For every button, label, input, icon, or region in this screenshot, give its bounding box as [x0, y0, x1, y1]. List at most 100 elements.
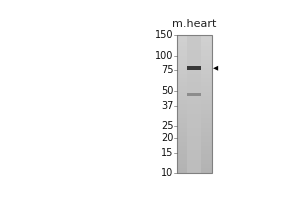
Text: 100: 100	[155, 51, 173, 61]
Bar	[177, 130, 212, 132]
Bar	[177, 168, 212, 169]
Bar	[177, 151, 212, 153]
Bar	[177, 53, 212, 54]
Text: 50: 50	[161, 86, 173, 96]
Text: 25: 25	[161, 121, 173, 131]
Bar	[177, 97, 212, 99]
Bar	[177, 78, 212, 79]
Bar	[177, 61, 212, 62]
Bar	[177, 64, 212, 65]
Bar	[177, 137, 212, 139]
Bar	[177, 76, 212, 78]
Bar	[177, 68, 212, 69]
Bar	[177, 111, 212, 112]
Bar	[177, 101, 212, 103]
Bar	[177, 150, 212, 151]
Bar	[177, 65, 212, 67]
Bar	[177, 170, 212, 172]
Bar	[177, 132, 212, 133]
Bar	[177, 119, 212, 121]
Bar	[177, 116, 212, 118]
Bar	[177, 121, 212, 122]
Bar	[177, 118, 212, 119]
Text: 10: 10	[161, 168, 173, 178]
Bar	[177, 146, 212, 147]
Bar	[177, 155, 212, 157]
Bar	[177, 158, 212, 160]
Bar	[177, 147, 212, 148]
Bar	[177, 93, 212, 94]
Bar	[177, 37, 212, 39]
Text: m.heart: m.heart	[172, 19, 217, 29]
Bar	[177, 46, 212, 47]
Bar	[177, 80, 212, 82]
Polygon shape	[213, 66, 218, 71]
Bar	[177, 164, 212, 165]
Bar	[188, 66, 201, 70]
Bar	[177, 58, 212, 60]
Bar	[177, 105, 212, 107]
Bar	[177, 148, 212, 150]
Bar	[177, 36, 212, 38]
Bar	[177, 129, 212, 130]
Bar	[177, 50, 212, 51]
Bar	[177, 114, 212, 115]
Bar	[177, 57, 212, 58]
Bar	[177, 42, 212, 43]
Bar	[177, 35, 212, 36]
Bar	[177, 43, 212, 44]
Bar	[177, 159, 212, 161]
Bar	[177, 60, 212, 61]
Bar	[177, 108, 212, 110]
Bar	[177, 91, 212, 93]
Bar	[177, 136, 212, 137]
Bar	[177, 103, 212, 104]
Bar	[177, 169, 212, 171]
Bar	[177, 152, 212, 154]
Bar	[177, 40, 212, 42]
Bar	[177, 125, 212, 126]
Bar	[177, 54, 212, 56]
Bar	[177, 48, 212, 50]
Bar	[177, 161, 212, 162]
Bar	[177, 104, 212, 105]
Text: 150: 150	[155, 30, 173, 40]
Bar	[177, 122, 212, 123]
Bar	[177, 73, 212, 75]
Bar	[177, 86, 212, 87]
Text: 75: 75	[161, 65, 173, 75]
Bar	[177, 112, 212, 114]
Bar	[177, 133, 212, 135]
Bar	[177, 82, 212, 83]
Bar	[177, 109, 212, 111]
Text: 37: 37	[161, 101, 173, 111]
Bar	[177, 144, 212, 146]
Bar	[177, 123, 212, 125]
Bar	[177, 85, 212, 86]
Bar	[177, 69, 212, 71]
Text: 15: 15	[161, 148, 173, 158]
Bar	[177, 172, 212, 173]
Bar	[177, 141, 212, 143]
Bar	[177, 39, 212, 40]
Bar	[177, 134, 212, 136]
Bar	[188, 35, 201, 173]
Bar	[177, 100, 212, 101]
Bar	[177, 166, 212, 168]
Bar	[177, 162, 212, 164]
Bar	[177, 154, 212, 155]
Bar	[177, 157, 212, 158]
Bar	[177, 126, 212, 128]
Text: 20: 20	[161, 133, 173, 143]
Bar	[177, 83, 212, 85]
Bar	[177, 72, 212, 74]
Bar	[177, 55, 212, 57]
Bar	[177, 51, 212, 53]
Bar	[177, 115, 212, 117]
Bar	[188, 93, 201, 96]
Bar	[177, 165, 212, 166]
Bar	[177, 67, 212, 68]
Bar	[177, 47, 212, 49]
Bar	[177, 79, 212, 81]
Bar	[177, 107, 212, 108]
